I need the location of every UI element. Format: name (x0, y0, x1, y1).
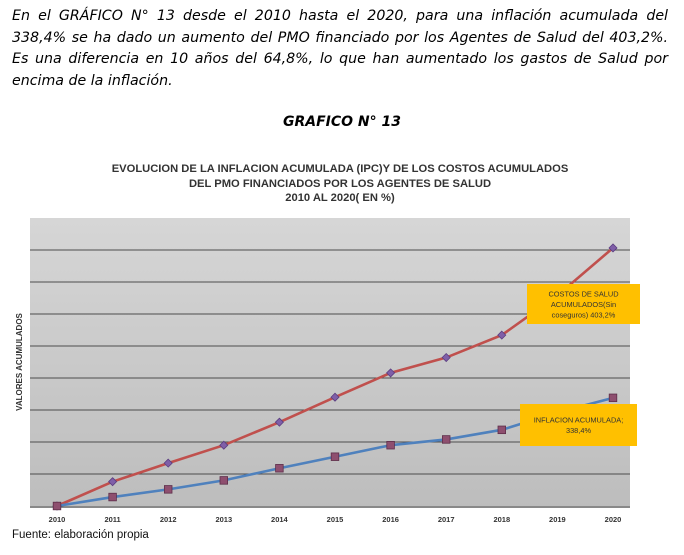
graph-number-heading: GRAFICO N° 13 (282, 114, 401, 130)
data-point-costos (608, 243, 618, 253)
data-point-costos (386, 368, 396, 378)
annotation-box-costos (527, 284, 640, 324)
data-point-inflacion (219, 476, 228, 485)
gridlines (30, 249, 630, 508)
data-point-costos (330, 392, 340, 402)
data-point-inflacion (52, 501, 62, 511)
data-point-inflacion (330, 452, 340, 461)
y-axis-label: VALORES ACUMULADOS (15, 312, 24, 410)
data-point-inflacion (108, 492, 117, 502)
plot-area (30, 218, 630, 508)
data-point-inflacion (275, 464, 284, 473)
annotation-text: INFLACION ACUMULADA; (534, 416, 624, 425)
annotation-text: COSTOS DE SALUD (548, 289, 618, 298)
x-tick-label: 2018 (493, 515, 510, 524)
x-tick-label: 2017 (438, 515, 455, 524)
chart-title-line-3: 2010 AL 2020( EN %) (285, 192, 395, 204)
data-point-inflacion (497, 425, 506, 435)
annotation-text: coseguros) 403,2% (552, 310, 616, 319)
data-point-costos (497, 330, 507, 340)
data-point-inflacion (386, 440, 395, 450)
annotations: COSTOS DE SALUD ACUMULADOS(Sincoseguros) … (520, 284, 640, 446)
x-tick-label: 2015 (327, 515, 344, 524)
annotation-text: ACUMULADOS(Sin (551, 300, 616, 309)
chart-title: EVOLUCION DE LA INFLACION ACUMULADA (IPC… (40, 162, 640, 206)
data-point-inflacion (608, 393, 618, 403)
data-point-costos (219, 440, 229, 450)
data-point-costos (163, 458, 173, 468)
x-tick-label: 2014 (271, 515, 289, 524)
data-point-costos (441, 352, 451, 363)
x-tick-label: 2012 (160, 515, 177, 524)
x-tick-label: 2011 (104, 515, 120, 524)
x-tick-label: 2010 (49, 515, 66, 524)
data-point-costos (274, 417, 284, 427)
annotation-text: 338,4% (566, 426, 591, 435)
x-tick-label: 2016 (382, 515, 399, 524)
intro-paragraph: En el GRÁFICO N° 13 desde el 2010 hasta … (12, 8, 668, 89)
source-note: Fuente: elaboración propia (12, 529, 149, 541)
x-tick-label: 2020 (605, 515, 622, 524)
annotation-box-inflacion (520, 404, 637, 446)
chart-title-line-2: DEL PMO FINANCIADOS POR LOS AGENTES DE S… (188, 177, 492, 190)
x-tick-label: 2013 (215, 515, 232, 524)
data-point-costos (108, 477, 118, 487)
data-point-inflacion (163, 485, 173, 494)
chart-title-line-1: EVOLUCION DE LA INFLACION ACUMULADA (IPC… (111, 163, 569, 175)
x-tick-label: 2019 (549, 515, 566, 524)
data-point-inflacion (441, 435, 451, 444)
x-tick-labels: 2010 2011 2012 2013 2014 2015 2016 2017 2018 2019… (49, 515, 622, 524)
